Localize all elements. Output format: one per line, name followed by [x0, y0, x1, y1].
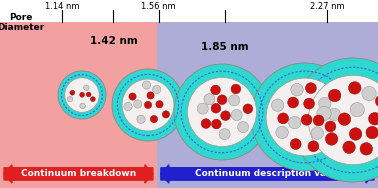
Circle shape [211, 85, 220, 95]
Circle shape [86, 92, 91, 97]
Text: Pore
Diameter: Pore Diameter [0, 13, 45, 32]
Bar [0, 0, 378, 22]
Circle shape [238, 122, 249, 133]
Circle shape [349, 128, 362, 140]
FancyArrow shape [161, 165, 374, 183]
Circle shape [204, 94, 215, 105]
FancyArrow shape [4, 165, 153, 183]
Circle shape [366, 126, 378, 139]
Circle shape [144, 101, 152, 108]
Circle shape [338, 113, 351, 125]
Circle shape [162, 111, 170, 118]
Text: 1.56 nm: 1.56 nm [141, 2, 176, 11]
Circle shape [271, 99, 284, 111]
Circle shape [325, 133, 338, 145]
Circle shape [58, 71, 106, 119]
Circle shape [349, 82, 361, 94]
Circle shape [212, 119, 221, 129]
Circle shape [288, 97, 299, 108]
FancyArrow shape [161, 165, 374, 183]
Circle shape [290, 139, 301, 149]
Circle shape [67, 96, 73, 102]
Circle shape [70, 90, 75, 95]
Circle shape [288, 116, 301, 129]
Circle shape [343, 141, 355, 154]
Circle shape [278, 113, 289, 124]
Circle shape [328, 89, 341, 102]
Circle shape [150, 115, 158, 123]
Circle shape [187, 77, 257, 147]
Text: 1.14 nm: 1.14 nm [45, 2, 80, 11]
Text: Continuum description valid: Continuum description valid [195, 169, 339, 178]
Bar [0, 22, 157, 188]
Circle shape [143, 81, 151, 89]
Circle shape [231, 109, 242, 121]
Circle shape [153, 85, 161, 94]
Circle shape [311, 127, 324, 139]
Circle shape [291, 58, 378, 182]
Text: Continuum breakdown: Continuum breakdown [21, 169, 136, 178]
Circle shape [301, 114, 312, 125]
Circle shape [90, 97, 95, 102]
Circle shape [133, 100, 142, 108]
Circle shape [84, 85, 89, 90]
Circle shape [174, 64, 270, 160]
Circle shape [319, 97, 331, 110]
Circle shape [197, 103, 208, 114]
Circle shape [80, 92, 85, 97]
Circle shape [65, 78, 99, 112]
Circle shape [211, 103, 221, 113]
Circle shape [251, 63, 359, 171]
Circle shape [305, 83, 316, 94]
Circle shape [137, 115, 145, 124]
Text: 1.42 nm: 1.42 nm [90, 36, 137, 46]
Circle shape [221, 111, 230, 121]
Circle shape [231, 84, 241, 94]
Circle shape [243, 104, 253, 114]
Circle shape [219, 129, 230, 140]
Circle shape [328, 108, 340, 121]
Circle shape [229, 95, 240, 106]
Circle shape [325, 121, 336, 132]
Circle shape [201, 119, 211, 128]
Bar [157, 22, 378, 188]
Circle shape [313, 115, 324, 126]
Circle shape [112, 69, 184, 141]
FancyArrow shape [4, 165, 153, 183]
Circle shape [375, 95, 378, 107]
Circle shape [350, 102, 364, 117]
Circle shape [80, 103, 85, 109]
Circle shape [129, 93, 136, 100]
Circle shape [308, 75, 378, 165]
Circle shape [147, 92, 154, 99]
Circle shape [317, 106, 331, 121]
Circle shape [276, 126, 288, 139]
Circle shape [304, 98, 314, 109]
Text: 2.27 nm: 2.27 nm [310, 2, 344, 11]
Circle shape [308, 141, 319, 152]
Circle shape [291, 83, 303, 96]
Circle shape [360, 143, 373, 155]
Circle shape [266, 78, 344, 156]
Circle shape [122, 79, 174, 131]
Circle shape [217, 95, 227, 105]
Circle shape [369, 112, 378, 125]
Circle shape [362, 86, 376, 101]
Circle shape [124, 102, 132, 111]
Text: 1.85 nm: 1.85 nm [201, 42, 249, 52]
Circle shape [156, 101, 163, 108]
